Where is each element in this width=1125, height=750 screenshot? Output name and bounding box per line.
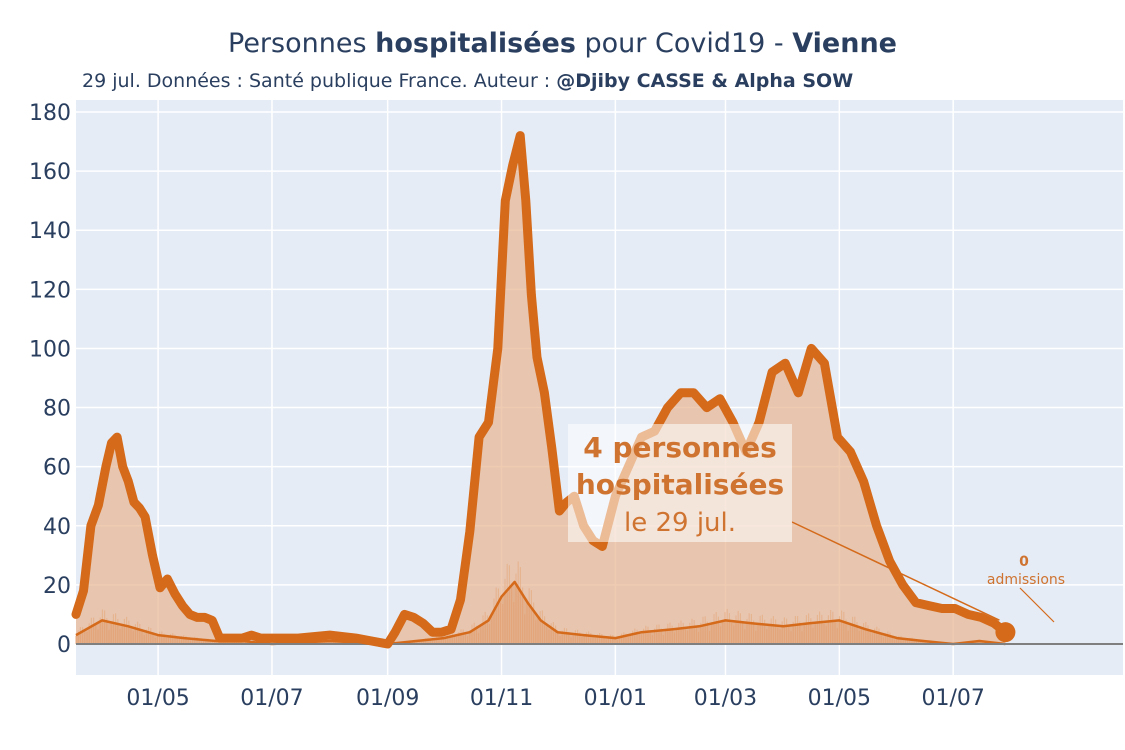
x-tick-label: 01/09 <box>356 686 419 711</box>
y-tick-label: 120 <box>29 278 71 303</box>
hospitalisations-line <box>71 131 1010 649</box>
x-tick-label: 01/07 <box>240 686 303 711</box>
y-tick-label: 0 <box>57 633 71 658</box>
chart-subtitle: 29 jul. Données : Santé publique France.… <box>82 70 854 92</box>
annotation-box <box>568 424 792 542</box>
admissions-area <box>76 581 1006 644</box>
admissions-label: admissions <box>987 572 1065 588</box>
x-tick-label: 01/05 <box>126 686 189 711</box>
y-axis: 0 20 40 60 80 100 120 140 160 180 <box>29 101 71 658</box>
x-tick-label: 01/01 <box>584 686 647 711</box>
admissions-annotation-arrow <box>1019 587 1055 623</box>
last-value-marker <box>995 622 1016 643</box>
y-tick-label: 60 <box>43 456 71 481</box>
gridlines <box>76 100 1123 675</box>
x-tick-label: 01/07 <box>921 686 984 711</box>
admissions-value: 0 <box>1019 554 1029 570</box>
chart-title: Personnes hospitalisées pour Covid19 - V… <box>228 28 897 59</box>
x-tick-label: 01/05 <box>808 686 871 711</box>
y-tick-label: 140 <box>29 219 71 244</box>
x-tick-label: 01/03 <box>694 686 757 711</box>
annotation-arrow <box>791 521 1000 621</box>
annotation-line-2: hospitalisées <box>576 468 784 501</box>
y-tick-label: 20 <box>43 574 71 599</box>
y-tick-label: 100 <box>29 337 71 362</box>
y-tick-label: 80 <box>43 397 71 422</box>
x-tick-label: 01/11 <box>470 686 533 711</box>
annotation-line-3: le 29 jul. <box>624 508 736 538</box>
annotation-line-1: 4 personnes <box>583 431 777 464</box>
y-tick-label: 180 <box>29 101 71 126</box>
x-axis: 01/05 01/07 01/09 01/11 01/01 01/03 01/05 01/07 <box>126 686 984 711</box>
y-tick-label: 40 <box>43 515 71 540</box>
y-tick-label: 160 <box>29 160 71 185</box>
